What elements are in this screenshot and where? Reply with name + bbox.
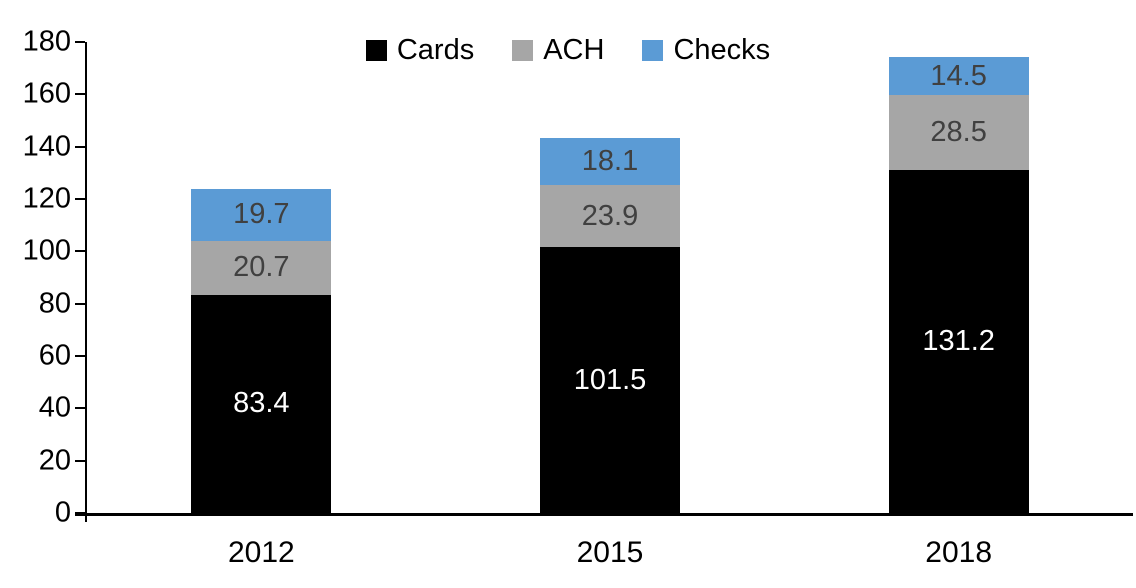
y-axis-tick (75, 302, 85, 305)
bar-segment-checks-2018: 14.5 (888, 57, 1029, 96)
y-axis-tick-label: 140 (22, 130, 71, 163)
y-axis-tick (75, 93, 85, 96)
y-axis-line (85, 42, 87, 522)
data-label: 14.5 (930, 59, 987, 92)
y-axis-tick (75, 41, 85, 43)
y-axis-tick-label: 40 (38, 391, 71, 424)
data-label: 131.2 (922, 324, 995, 357)
data-label: 18.1 (581, 144, 639, 177)
data-label: 20.7 (233, 251, 290, 284)
y-axis-tick (75, 459, 85, 462)
plot-area: 0 20 40 60 80 100 120 140 160 180 83.4 20.7 19.7 2012… (23, 27, 1133, 568)
y-axis-tick (75, 512, 85, 514)
y-axis-tick (75, 250, 85, 253)
x-axis-category-label: 2012 (227, 536, 295, 569)
y-axis-tick-label: 180 (22, 25, 71, 58)
bar-segment-checks-2015: 18.1 (540, 137, 680, 185)
bar-segment-ach-2018: 28.5 (888, 95, 1029, 170)
bar-segment-checks-2012: 19.7 (191, 189, 332, 241)
data-label: 28.5 (930, 115, 987, 148)
y-axis-tick-label: 20 (38, 444, 71, 477)
y-axis-tick-label: 0 (54, 496, 71, 529)
y-axis-tick (75, 407, 85, 410)
y-axis-tick (75, 355, 85, 357)
y-axis-tick-label: 60 (38, 339, 71, 372)
data-label: 23.9 (581, 199, 639, 232)
x-axis-category-label: 2018 (925, 536, 993, 569)
bar-segment-ach-2012: 20.7 (191, 240, 332, 295)
data-label: 101.5 (573, 363, 647, 396)
y-axis-tick-label: 160 (22, 77, 71, 110)
bar-segment-ach-2015: 23.9 (540, 184, 680, 248)
x-axis-category-label: 2015 (576, 536, 644, 569)
y-axis-tick-label: 100 (22, 234, 71, 267)
y-axis-tick (75, 198, 85, 200)
y-axis-tick (75, 145, 85, 148)
x-axis-line (75, 513, 1133, 516)
y-axis-tick-label: 80 (38, 287, 71, 320)
bar-segment-cards-2015: 101.5 (540, 247, 680, 513)
data-label: 83.4 (233, 387, 290, 420)
bar-segment-cards-2018: 131.2 (888, 169, 1029, 513)
bar-segment-cards-2012: 83.4 (191, 294, 332, 513)
y-axis-tick-label: 120 (22, 182, 71, 215)
data-label: 19.7 (233, 198, 290, 231)
